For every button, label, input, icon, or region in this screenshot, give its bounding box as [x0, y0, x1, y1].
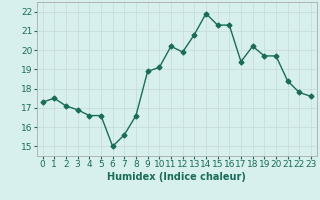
X-axis label: Humidex (Indice chaleur): Humidex (Indice chaleur) [108, 172, 246, 182]
